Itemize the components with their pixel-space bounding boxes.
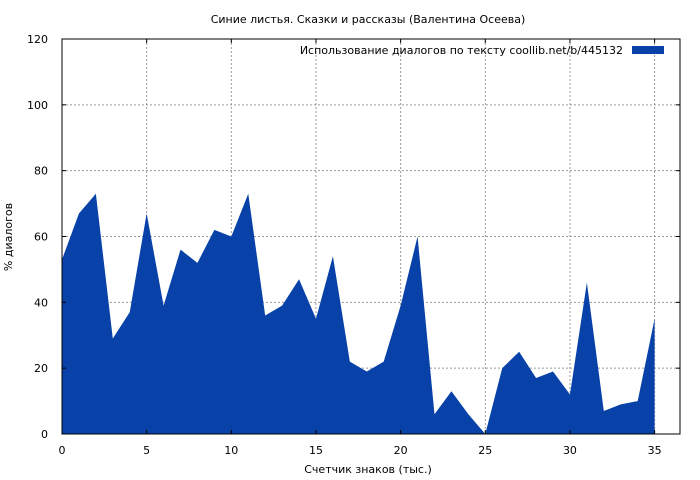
area-series-fill — [62, 193, 655, 434]
y-tick-label: 120 — [27, 33, 48, 46]
y-tick-label: 0 — [41, 428, 48, 441]
x-tick-label: 5 — [143, 444, 150, 457]
x-axis-label: Счетчик знаков (тыс.) — [304, 463, 432, 476]
x-tick-label: 35 — [648, 444, 662, 457]
y-tick-label: 20 — [34, 362, 48, 375]
x-tick-label: 15 — [309, 444, 323, 457]
x-tick-label: 30 — [563, 444, 577, 457]
x-tick-label: 10 — [224, 444, 238, 457]
y-axis: 0 20 40 60 80 100 120 — [27, 33, 680, 441]
y-tick-label: 80 — [34, 165, 48, 178]
y-tick-label: 60 — [34, 231, 48, 244]
y-tick-label: 100 — [27, 99, 48, 112]
chart-title: Синие листья. Сказки и рассказы (Валенти… — [211, 13, 526, 26]
legend-label: Использование диалогов по тексту coollib… — [300, 44, 623, 57]
legend: Использование диалогов по тексту coollib… — [300, 44, 664, 57]
area-series — [62, 193, 655, 434]
x-tick-label: 25 — [478, 444, 492, 457]
x-axis: 0 5 10 15 20 25 30 35 — [59, 39, 662, 457]
x-tick-label: 0 — [59, 444, 66, 457]
legend-swatch — [632, 46, 664, 54]
y-tick-label: 40 — [34, 296, 48, 309]
y-axis-label: % диалогов — [2, 203, 15, 271]
x-tick-label: 20 — [394, 444, 408, 457]
